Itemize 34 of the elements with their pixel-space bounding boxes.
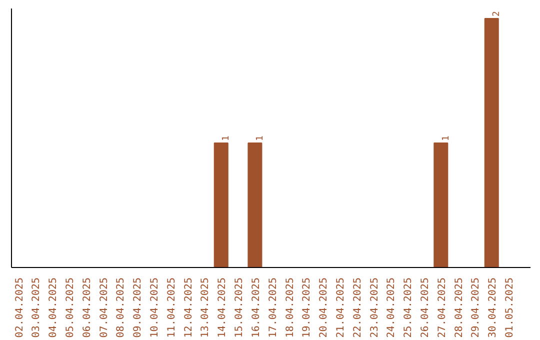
- x-tick-label: 18.04.2025: [284, 277, 296, 338]
- x-tick-label: 29.04.2025: [470, 277, 482, 338]
- x-tick-label: 05.04.2025: [64, 277, 76, 338]
- x-tick-label: 08.04.2025: [116, 277, 127, 338]
- x-tick-label: 12.04.2025: [183, 277, 194, 338]
- x-tick-label: 28.04.2025: [454, 277, 465, 338]
- data-label: 2: [492, 11, 502, 16]
- x-tick-label: 16.04.2025: [250, 277, 262, 338]
- x-tick-label: 03.04.2025: [31, 277, 42, 338]
- x-tick-label: 21.04.2025: [335, 277, 346, 338]
- x-tick-label: 13.04.2025: [200, 277, 212, 338]
- x-tick-label: 30.04.2025: [488, 277, 499, 338]
- x-tick-label: 27.04.2025: [436, 277, 448, 338]
- x-tick-label: 14.04.2025: [217, 277, 228, 338]
- x-tick-label: 09.04.2025: [132, 277, 144, 338]
- x-tick-label: 07.04.2025: [98, 277, 110, 338]
- x-tick-label: 11.04.2025: [166, 277, 178, 338]
- x-tick-label: 01.05.2025: [504, 277, 516, 338]
- x-tick-label: 25.04.2025: [403, 277, 414, 338]
- x-tick-label: 26.04.2025: [420, 277, 431, 338]
- x-tick-label: 24.04.2025: [386, 277, 398, 338]
- x-tick-label: 22.04.2025: [352, 277, 364, 338]
- x-tick-label: 04.04.2025: [48, 277, 60, 338]
- data-label: 1: [222, 136, 232, 141]
- x-tick-label: 15.04.2025: [234, 277, 246, 338]
- x-tick-label: 23.04.2025: [369, 277, 380, 338]
- x-tick-label: 10.04.2025: [150, 277, 161, 338]
- x-tick-label: 17.04.2025: [268, 277, 279, 338]
- data-label: 1: [441, 136, 452, 141]
- x-tick-label: 06.04.2025: [82, 277, 93, 338]
- x-tick-label: 02.04.2025: [14, 277, 26, 338]
- x-tick-label: 20.04.2025: [318, 277, 330, 338]
- data-label: 1: [255, 136, 266, 141]
- x-tick-label: 19.04.2025: [302, 277, 313, 338]
